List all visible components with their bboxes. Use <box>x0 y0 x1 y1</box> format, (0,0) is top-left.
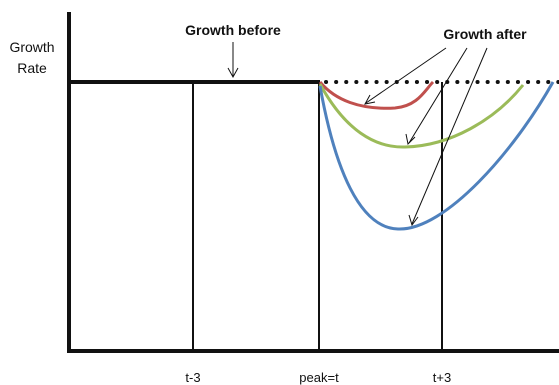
growth-before-arrow <box>227 42 239 79</box>
x-tick-t-minus-3: t-3 <box>185 370 200 385</box>
growth-before-label: Growth before <box>185 22 281 38</box>
ylabel-line-2: Rate <box>17 60 47 76</box>
growth-after-label: Growth after <box>443 26 527 42</box>
severe-recovery-curve <box>318 81 555 231</box>
x-tick-t-plus-3: t+3 <box>433 370 451 385</box>
mild-recovery-curve <box>318 80 435 110</box>
moderate-recovery-curve <box>318 83 525 149</box>
x-tick-peak: peak=t <box>299 370 339 385</box>
ylabel-line-1: Growth <box>9 39 54 55</box>
growth-after-arrows <box>364 47 488 227</box>
